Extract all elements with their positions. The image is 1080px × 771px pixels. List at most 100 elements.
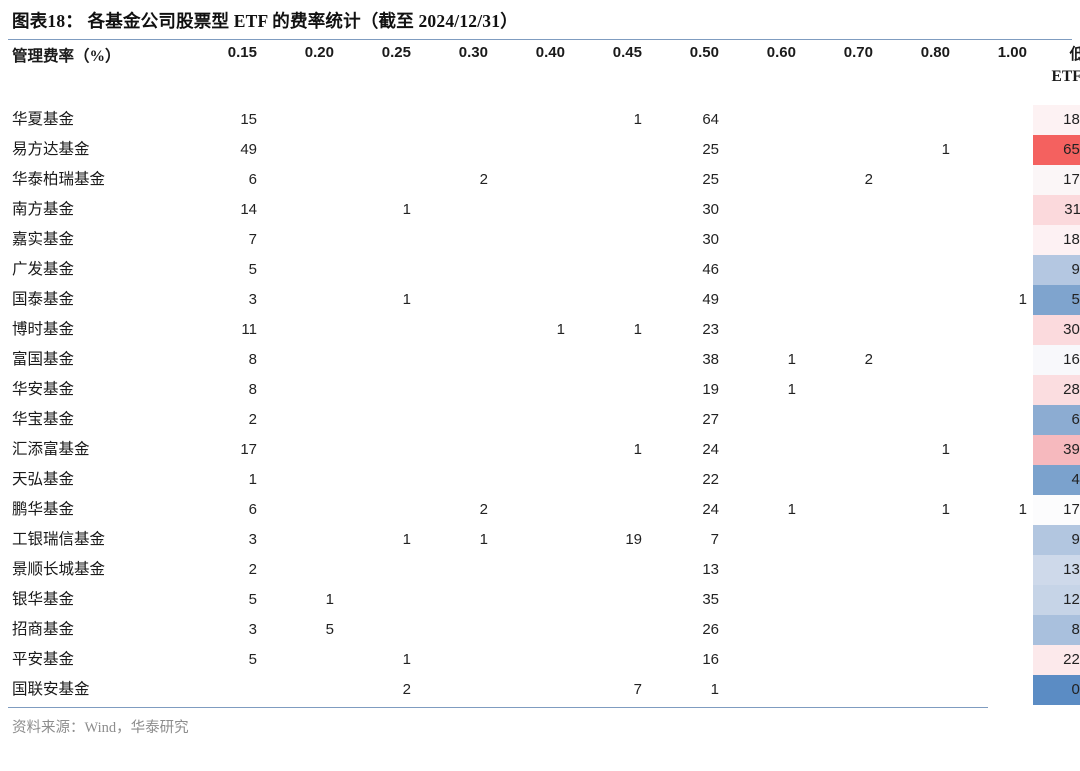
etf-count-cell xyxy=(956,375,1033,405)
etf-count-cell xyxy=(571,375,648,405)
etf-count-cell xyxy=(802,375,879,405)
etf-count-cell: 6 xyxy=(248,500,257,518)
table-row: 汇添富基金 17 1 24 1 39.53% xyxy=(8,434,1080,465)
etf-count-cell xyxy=(417,255,494,285)
fund-company-name: 国泰基金 xyxy=(12,290,75,308)
column-header-rate-1.00: 1.00 xyxy=(997,44,1027,61)
etf-count-cell xyxy=(725,645,802,675)
etf-count-cell xyxy=(571,255,648,285)
etf-count-cell xyxy=(802,225,879,255)
etf-count-cell xyxy=(340,225,417,255)
etf-count-cell: 1 xyxy=(556,320,565,338)
table-row: 鹏华基金 6 2 24 1 1 1 17.14% xyxy=(8,494,1080,525)
etf-count-cell xyxy=(571,615,648,645)
etf-count-cell xyxy=(340,435,417,465)
etf-count-cell: 49 xyxy=(240,140,257,158)
etf-count-cell: 2 xyxy=(402,680,411,698)
etf-count-cell xyxy=(494,465,571,495)
etf-count-cell xyxy=(263,285,340,315)
etf-count-cell xyxy=(571,645,648,675)
etf-count-cell xyxy=(879,345,956,375)
column-header-rate-0.50: 0.50 xyxy=(689,44,719,61)
etf-count-cell xyxy=(417,135,494,165)
etf-count-cell: 17 xyxy=(240,440,257,458)
etf-count-cell xyxy=(340,255,417,285)
fund-company-name: 招商基金 xyxy=(12,620,75,638)
etf-count-cell xyxy=(417,225,494,255)
etf-count-cell: 2 xyxy=(479,170,488,188)
table-row: 南方基金 14 1 30 31.11% xyxy=(8,194,1080,225)
fund-company-name: 易方达基金 xyxy=(12,140,90,158)
table-row: 华泰柏瑞基金 6 2 25 2 17.14% xyxy=(8,164,1080,195)
table-row: 景顺长城基金 2 13 13.33% xyxy=(8,554,1080,585)
column-header-rate-0.70: 0.70 xyxy=(843,44,873,61)
etf-count-cell xyxy=(879,225,956,255)
etf-count-cell xyxy=(956,255,1033,285)
etf-count-cell xyxy=(263,465,340,495)
column-header-rate-0.60: 0.60 xyxy=(766,44,796,61)
table-row: 华安基金 8 19 1 28.57% xyxy=(8,374,1080,405)
etf-count-cell xyxy=(340,375,417,405)
low-fee-share-cell: 30.56% xyxy=(1033,314,1080,345)
etf-count-cell: 2 xyxy=(864,170,873,188)
etf-count-cell xyxy=(417,405,494,435)
low-fee-share-cell: 5.56% xyxy=(1033,284,1080,315)
low-fee-share-cell: 4.35% xyxy=(1033,464,1080,495)
fund-company-name: 华安基金 xyxy=(12,380,75,398)
etf-count-cell: 5 xyxy=(248,260,257,278)
etf-count-cell xyxy=(571,555,648,585)
etf-count-cell xyxy=(725,465,802,495)
column-header-low-fee-share: 低费率 ETF 占比 xyxy=(1033,40,1080,91)
etf-count-cell xyxy=(571,135,648,165)
low-fee-share-cell: 31.11% xyxy=(1033,194,1080,225)
low-fee-share-cell: 17.14% xyxy=(1033,494,1080,525)
page-title: 图表18： 各基金公司股票型 ETF 的费率统计（截至 2024/12/31） xyxy=(12,11,518,31)
etf-count-cell: 22 xyxy=(702,470,719,488)
etf-count-cell: 1 xyxy=(633,110,642,128)
etf-count-cell xyxy=(725,195,802,225)
etf-count-cell: 16 xyxy=(702,650,719,668)
etf-count-cell xyxy=(879,465,956,495)
etf-count-cell: 30 xyxy=(702,230,719,248)
column-header-rate-0.40: 0.40 xyxy=(535,44,565,61)
etf-count-cell xyxy=(802,435,879,465)
etf-count-cell: 1 xyxy=(402,200,411,218)
etf-count-cell xyxy=(417,435,494,465)
low-fee-label-line1: 低费率 xyxy=(1069,46,1080,63)
table-header: 管理费率（%） 0.15 0.20 0.25 0.30 0.40 0.45 0.50 0.60… xyxy=(8,40,1080,91)
etf-count-cell: 1 xyxy=(1018,500,1027,518)
etf-count-cell: 5 xyxy=(325,620,334,638)
etf-count-cell: 19 xyxy=(702,380,719,398)
etf-count-cell xyxy=(802,525,879,555)
etf-count-cell xyxy=(263,495,340,525)
etf-count-cell xyxy=(263,135,340,165)
etf-count-cell xyxy=(956,675,1033,705)
etf-count-cell xyxy=(417,195,494,225)
etf-count-cell xyxy=(494,135,571,165)
etf-count-cell xyxy=(802,315,879,345)
etf-count-cell xyxy=(263,345,340,375)
etf-count-cell xyxy=(802,585,879,615)
etf-count-cell: 3 xyxy=(248,620,257,638)
etf-count-cell xyxy=(725,315,802,345)
etf-count-cell xyxy=(802,135,879,165)
column-header-rate-0.45: 0.45 xyxy=(612,44,642,61)
etf-count-cell: 1 xyxy=(787,500,796,518)
etf-count-cell xyxy=(802,465,879,495)
fund-company-name: 华泰柏瑞基金 xyxy=(12,170,106,188)
etf-count-cell: 1 xyxy=(402,650,411,668)
etf-count-cell xyxy=(263,435,340,465)
etf-count-cell xyxy=(956,315,1033,345)
etf-count-cell: 49 xyxy=(702,290,719,308)
etf-count-cell xyxy=(263,675,340,705)
etf-count-cell xyxy=(494,435,571,465)
etf-count-cell xyxy=(725,435,802,465)
etf-count-cell: 1 xyxy=(1018,290,1027,308)
etf-count-cell xyxy=(571,285,648,315)
low-fee-share-cell: 18.92% xyxy=(1033,224,1080,255)
etf-count-cell xyxy=(879,525,956,555)
etf-count-cell xyxy=(879,105,956,135)
